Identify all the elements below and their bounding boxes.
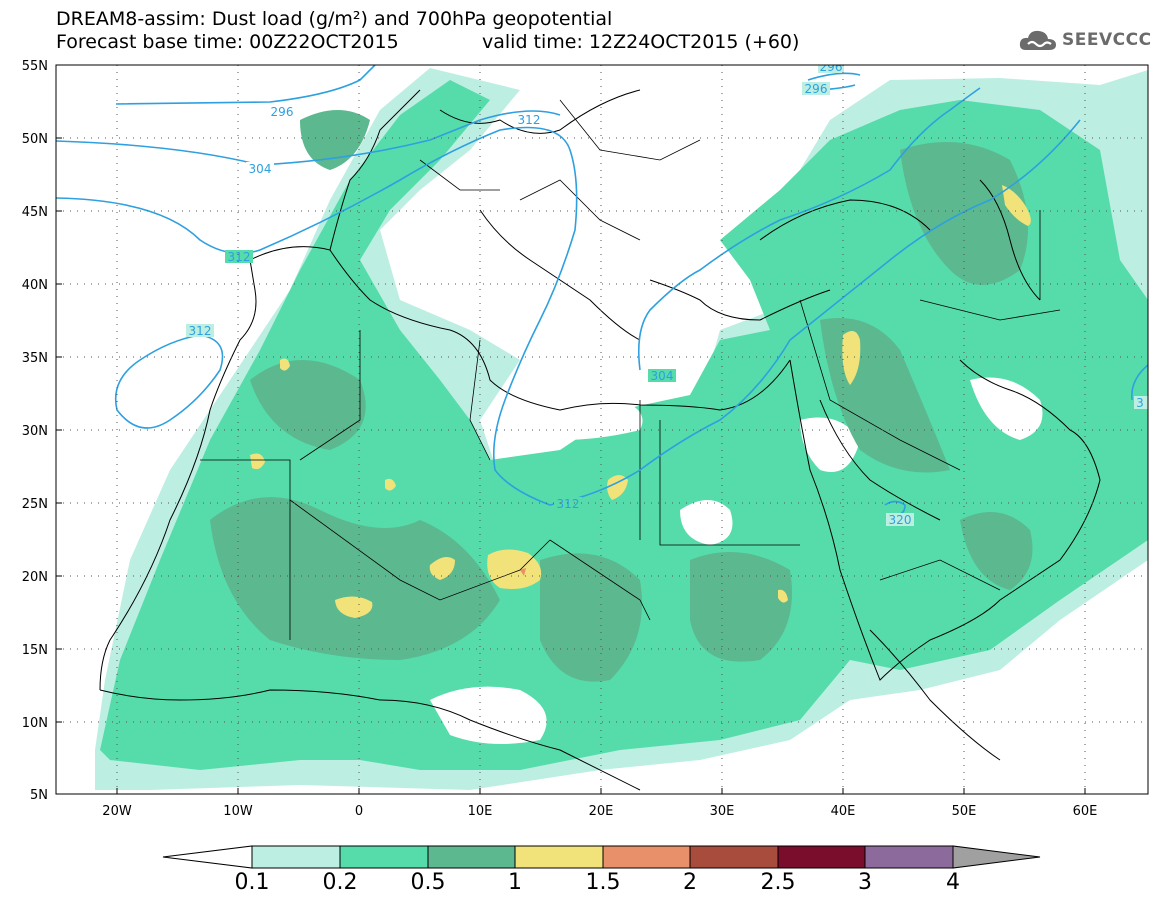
dust-field-high xyxy=(250,185,1031,618)
cloud-icon xyxy=(1019,30,1056,50)
country-borders xyxy=(200,99,1061,640)
lon-label: 20W xyxy=(102,804,132,819)
seevccc-logo: SEEVCCC xyxy=(1018,26,1152,54)
contour-label: 312 xyxy=(518,113,541,127)
lat-label: 25N xyxy=(22,497,48,512)
contour-label: 304 xyxy=(249,162,272,176)
lon-label: 50E xyxy=(952,804,977,819)
colorbar-label: 0.1 xyxy=(234,870,270,895)
lat-label: 50N xyxy=(22,132,48,147)
colorbar xyxy=(162,845,1041,869)
lat-label: 45N xyxy=(22,205,48,220)
dust-field-dense xyxy=(210,110,1033,682)
lon-label: 10W xyxy=(223,804,253,819)
colorbar-label: 2 xyxy=(683,870,697,895)
colorbar-bin xyxy=(777,845,866,869)
colorbar-label: 1 xyxy=(508,870,522,895)
contour-label: 312 xyxy=(228,250,251,264)
lon-label: 10E xyxy=(468,804,493,819)
colorbar-lower-arrow xyxy=(162,845,253,869)
valid-time: valid time: 12Z24OCT2015 (+60) xyxy=(482,31,800,53)
map-title: DREAM8-assim: Dust load (g/m²) and 700hP… xyxy=(56,8,613,30)
dust-field-peak xyxy=(520,568,526,576)
lat-label: 15N xyxy=(22,643,48,658)
colorbar-bin xyxy=(864,845,954,869)
lat-label: 5N xyxy=(30,788,48,803)
colorbar-label: 3 xyxy=(858,870,872,895)
colorbar-label: 2.5 xyxy=(760,870,796,895)
lon-label: 30E xyxy=(710,804,735,819)
logo-text: SEEVCCC xyxy=(1062,30,1152,50)
longitude-labels: 20W 10W 0 10E 20E 30E 40E 50E 60E xyxy=(102,804,1097,819)
lat-label: 10N xyxy=(22,716,48,731)
lon-label: 60E xyxy=(1073,804,1098,819)
coastlines xyxy=(99,89,1101,791)
lat-label: 55N xyxy=(22,59,48,74)
colorbar-label: 4 xyxy=(946,870,960,895)
geopotential-contours xyxy=(56,65,1148,516)
lat-label: 40N xyxy=(22,278,48,293)
contour-label: 312 xyxy=(189,324,212,338)
lat-label: 35N xyxy=(22,351,48,366)
lat-label: 30N xyxy=(22,424,48,439)
colorbar-bin xyxy=(427,845,516,869)
colorbar-bin xyxy=(689,845,779,869)
contour-label: 296 xyxy=(271,105,294,119)
lon-label: 20E xyxy=(589,804,614,819)
colorbar-bin xyxy=(251,845,341,869)
lon-label: 40E xyxy=(831,804,856,819)
contour-label: 312 xyxy=(557,497,580,511)
contour-label: 296 xyxy=(820,60,843,74)
lon-label: 0 xyxy=(355,804,363,819)
contour-labels: 296 296 296 304 304 312 312 312 312 320 … xyxy=(186,60,1148,527)
colorbar-label: 0.2 xyxy=(322,870,358,895)
lat-label: 20N xyxy=(22,570,48,585)
forecast-base-time: Forecast base time: 00Z22OCT2015 xyxy=(56,31,399,53)
colorbar-bin xyxy=(339,845,429,869)
colorbar-label: 1.5 xyxy=(585,870,621,895)
graticule xyxy=(56,65,1148,794)
colorbar-bin xyxy=(602,845,691,869)
contour-label: 3 xyxy=(1136,396,1144,410)
contour-label: 304 xyxy=(651,369,674,383)
colorbar-label: 0.5 xyxy=(410,870,446,895)
colorbar-bin xyxy=(514,845,604,869)
contour-label: 320 xyxy=(889,513,912,527)
colorbar-upper-arrow xyxy=(952,845,1041,869)
axis-ticks xyxy=(56,64,1086,795)
latitude-labels: 55N 50N 45N 40N 35N 30N 25N 20N 15N 10N … xyxy=(22,59,48,803)
contour-label: 296 xyxy=(805,82,828,96)
